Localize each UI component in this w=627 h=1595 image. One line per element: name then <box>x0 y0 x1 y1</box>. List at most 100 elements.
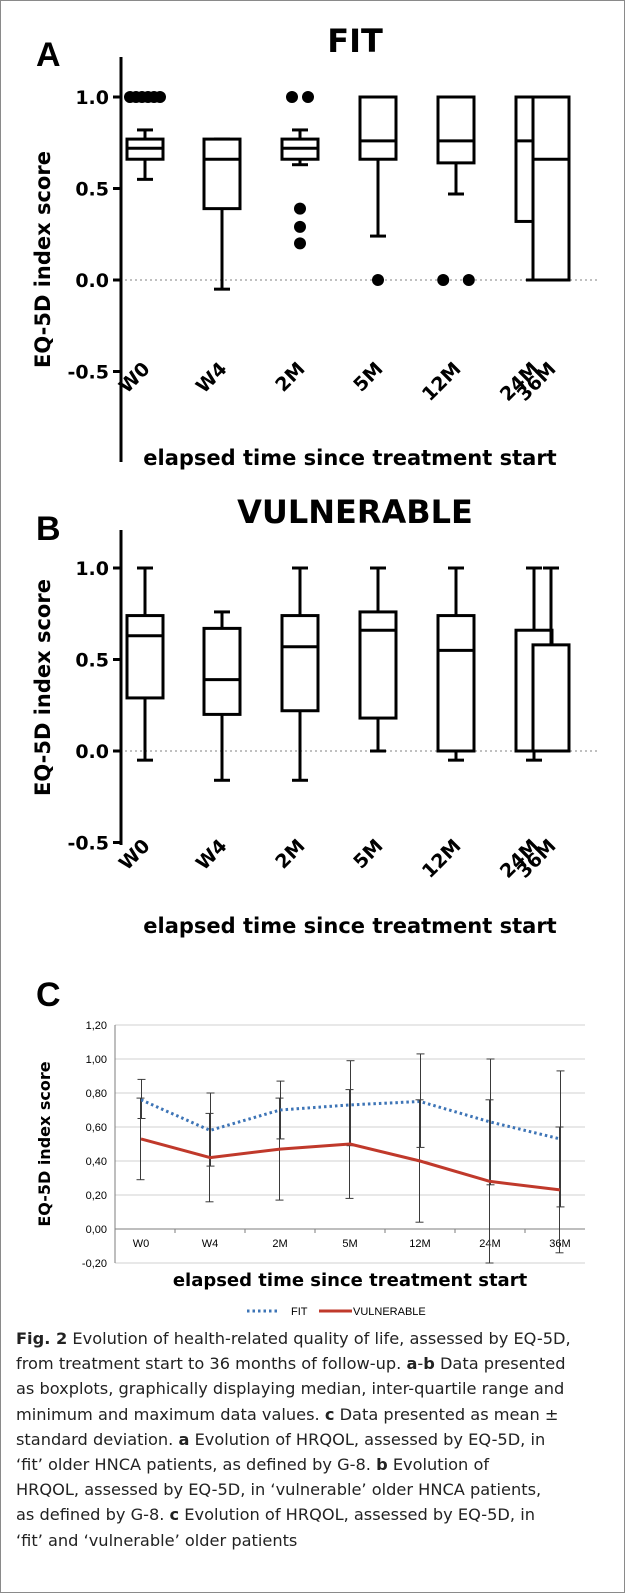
y-tick-label: 0,40 <box>86 1156 107 1168</box>
caption-line: from treatment start to 36 months of fol… <box>16 1351 614 1376</box>
legend-label-fit: FIT <box>291 1306 308 1318</box>
outlier-point <box>294 220 306 233</box>
iqr-box <box>436 614 476 753</box>
caption-text: ‘fit’ and ‘vulnerable’ older patients <box>16 1530 298 1550</box>
caption-text: ‘fit’ older HNCA patients, as defined by… <box>16 1455 377 1475</box>
caption-line: ‘fit’ and ‘vulnerable’ older patients <box>16 1528 614 1553</box>
box-group-12M <box>436 95 476 286</box>
figure-caption: Fig. 2 Evolution of health-related quali… <box>16 1326 614 1553</box>
panel-b: B VULNERABLE -0.5 0.0 0.5 1.0 EQ-5D index scor… <box>31 493 600 938</box>
caption-bold-ref: a <box>178 1429 190 1449</box>
outlier-point <box>286 91 298 103</box>
caption-text: Evolution of <box>387 1455 490 1475</box>
panel-c: C -0,20 0,00 0,20 0,40 0,60 0,80 1,00 1,20 W0 W4 2M… <box>35 976 585 1318</box>
caption-line: HRQOL, assessed by EQ-5D, in ‘vulnerable… <box>16 1477 614 1502</box>
caption-text: Data presented as mean ± <box>334 1404 559 1424</box>
iqr-box <box>280 614 320 713</box>
y-tick-label: -0.5 <box>67 833 109 855</box>
y-axis-title: EQ-5D index score <box>31 151 55 368</box>
outlier-point <box>154 91 166 103</box>
box-group-36M <box>531 95 571 282</box>
caption-text: - <box>417 1354 424 1374</box>
outlier-point <box>294 237 306 250</box>
outlier-point <box>437 274 450 286</box>
y-tick-label: 0,60 <box>86 1122 107 1134</box>
caption-text: from treatment start to 36 months of fol… <box>16 1354 407 1374</box>
box-group-W0 <box>124 91 166 181</box>
series-line <box>140 1137 561 1192</box>
outlier-point <box>302 91 314 103</box>
iqr-box <box>125 614 165 700</box>
y-tick-label: -0,20 <box>82 1258 107 1270</box>
caption-text: Data presented <box>434 1354 566 1374</box>
chart-title: FIT <box>327 22 383 60</box>
series-vulnerable <box>136 1089 564 1264</box>
y-tick-label: 0.5 <box>75 179 109 201</box>
y-tick-label: 0.5 <box>75 650 109 672</box>
box-group-W4 <box>202 137 242 291</box>
caption-bold-ref: b <box>423 1354 435 1374</box>
box-group-5M <box>358 95 398 286</box>
series-fit <box>137 1053 565 1208</box>
y-tick-label: -0.5 <box>67 362 109 384</box>
iqr-box <box>436 95 476 165</box>
box-group-W4 <box>202 610 242 782</box>
x-tick-label: 5M <box>342 1238 357 1250</box>
legend-label-vulnerable: VULNERABLE <box>353 1306 426 1318</box>
x-axis-title: elapsed time since treatment start <box>143 446 556 470</box>
box-group-2M <box>280 566 320 782</box>
outlier-point <box>462 274 475 286</box>
iqr-box <box>531 95 571 282</box>
panel-letter: C <box>36 976 61 1014</box>
x-tick-label: 5M <box>349 835 387 873</box>
iqr-box <box>358 95 398 161</box>
y-tick-label: 0.0 <box>75 270 109 292</box>
caption-line: standard deviation. a Evolution of HRQOL… <box>16 1427 614 1452</box>
x-tick-label: 2M <box>271 835 309 873</box>
caption-bold-ref: c <box>169 1505 180 1525</box>
x-axis-title: elapsed time since treatment start <box>143 914 556 938</box>
x-tick-label: 2M <box>272 1238 287 1250</box>
x-tick-label: 12M <box>418 835 466 883</box>
box-group-2M <box>280 91 320 250</box>
box-group-W0 <box>125 566 165 762</box>
x-axis-title: elapsed time since treatment start <box>173 1270 528 1291</box>
box-group-36M <box>531 566 571 753</box>
x-tick-label: W4 <box>192 358 232 398</box>
x-tick-label: W0 <box>133 1238 150 1250</box>
caption-text: standard deviation. <box>16 1429 179 1449</box>
panel-letter: B <box>36 510 61 548</box>
caption-text: Evolution of HRQOL, assessed by EQ-5D, i… <box>189 1429 546 1449</box>
y-axis-title: EQ-5D index score <box>31 579 55 796</box>
caption-text: as defined by G-8. <box>16 1505 170 1525</box>
caption-text: HRQOL, assessed by EQ-5D, in ‘vulnerable… <box>16 1480 542 1500</box>
outlier-point <box>294 202 306 215</box>
panel-letter: A <box>36 36 61 74</box>
legend: FIT VULNERABLE <box>247 1306 426 1318</box>
caption-bold-ref: c <box>324 1404 335 1424</box>
iqr-box <box>202 137 242 211</box>
y-tick-label: 0,80 <box>86 1088 107 1100</box>
caption-line: ‘fit’ older HNCA patients, as defined by… <box>16 1452 614 1477</box>
iqr-box <box>531 643 571 753</box>
iqr-box <box>358 610 398 720</box>
caption-text: minimum and maximum data values. <box>16 1404 325 1424</box>
y-tick-label: 1.0 <box>75 558 109 580</box>
caption-line: as boxplots, graphically displaying medi… <box>16 1376 614 1401</box>
x-tick-label: 2M <box>271 358 309 396</box>
caption-line: Fig. 2 Evolution of health-related quali… <box>16 1326 614 1351</box>
caption-text: Evolution of health-related quality of l… <box>67 1329 571 1348</box>
x-tick-label: 12M <box>409 1238 430 1250</box>
box-group-5M <box>358 566 398 753</box>
outlier-point <box>372 274 384 286</box>
caption-bold-ref: a <box>406 1354 418 1374</box>
caption-text: as boxplots, graphically displaying medi… <box>16 1379 565 1399</box>
y-tick-label: 1,00 <box>86 1054 107 1066</box>
caption-fig-label: Fig. 2 <box>16 1329 68 1348</box>
figure-svg: A FIT -0.5 0.0 0.5 1.0 EQ-5D index score W0 W4 2M… <box>31 22 600 1318</box>
caption-text: Evolution of HRQOL, assessed by EQ-5D, i… <box>179 1505 535 1525</box>
box-group-12M <box>436 566 476 762</box>
y-tick-label: 0.0 <box>75 741 109 763</box>
